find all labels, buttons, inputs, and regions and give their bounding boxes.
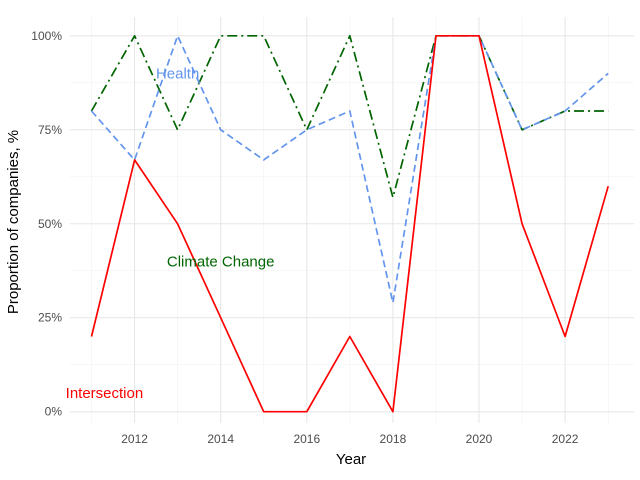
series-annotation: Climate Change: [167, 253, 275, 270]
x-tick-label: 2012: [121, 432, 148, 446]
y-tick-label: 75%: [38, 123, 62, 137]
x-tick-label: 2018: [380, 432, 407, 446]
series-layer: [90, 34, 610, 413]
x-tick-label: 2022: [552, 432, 579, 446]
series-line-health: [90, 34, 609, 304]
x-tick-label: 2016: [293, 432, 320, 446]
series-line-climate-change: [90, 34, 609, 199]
grid: [70, 17, 634, 423]
annotations: Health Climate Change Intersection: [66, 65, 275, 402]
x-tick-label: 2014: [207, 432, 234, 446]
x-axis-ticks: 2012 2014 2016 2018 2020 2022: [121, 432, 579, 446]
y-axis-label: Proportion of companies, %: [5, 130, 22, 314]
y-tick-label: 50%: [38, 217, 62, 231]
y-axis-ticks: 0% 25% 50% 75% 100%: [31, 29, 62, 419]
x-tick-label: 2020: [466, 432, 493, 446]
series-annotation: Intersection: [66, 385, 144, 402]
y-tick-label: 100%: [31, 29, 62, 43]
x-axis-label: Year: [336, 451, 366, 468]
series-annotation: Health: [156, 65, 199, 82]
series-line-intersection: [90, 34, 610, 413]
y-tick-label: 25%: [38, 311, 62, 325]
y-tick-label: 0%: [45, 405, 63, 419]
